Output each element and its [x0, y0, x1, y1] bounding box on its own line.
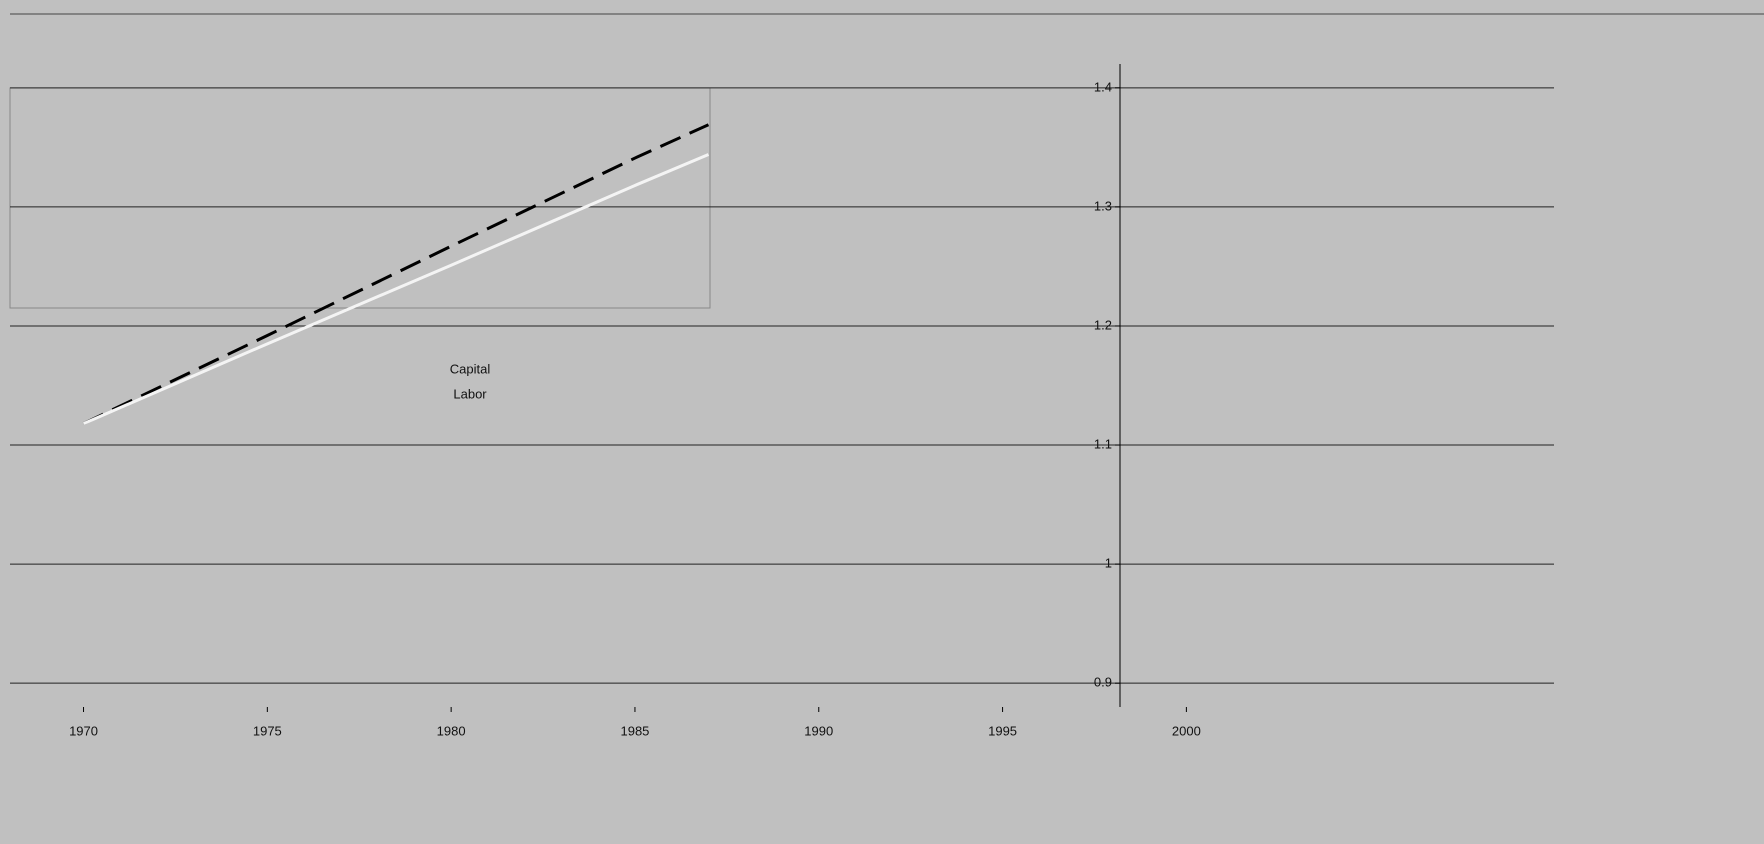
- y-tick-label: 1.3: [1094, 198, 1112, 213]
- y-tick-label: 1.4: [1094, 79, 1112, 94]
- y-tick-label: 1: [1105, 556, 1112, 571]
- x-tick-label: 1995: [988, 723, 1017, 738]
- x-tick-label: 1980: [437, 723, 466, 738]
- y-tick-label: 1.2: [1094, 317, 1112, 332]
- x-tick-label: 1970: [69, 723, 98, 738]
- x-tick-label: 1990: [804, 723, 833, 738]
- y-tick-label: 1.1: [1094, 436, 1112, 451]
- x-tick-label: 1985: [620, 723, 649, 738]
- x-tick-label: 1975: [253, 723, 282, 738]
- series-label: Labor: [453, 386, 487, 401]
- x-tick-label: 2000: [1172, 723, 1201, 738]
- chart: 0.9 1 1.1 1.2 1.3 1.4 1970 1975 1980 1985 1990 1995…: [0, 0, 1764, 844]
- page: 0.9 1 1.1 1.2 1.3 1.4 1970 1975 1980 1985 1990 1995…: [0, 0, 1764, 844]
- series-label: Capital: [450, 361, 491, 376]
- background: [0, 0, 1764, 844]
- y-tick-label: 0.9: [1094, 675, 1112, 690]
